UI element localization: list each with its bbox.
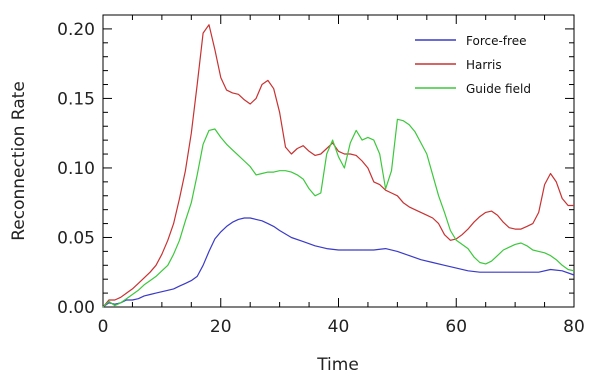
y-tick-label: 0.05 [57, 228, 95, 248]
series-line-guide-field [102, 118, 575, 308]
x-tick-label: 60 [445, 317, 467, 337]
y-tick-label: 0.10 [57, 159, 95, 179]
legend-label-guide-field: Guide field [466, 82, 531, 96]
y-axis-label: Reconnection Rate [9, 81, 29, 241]
legend-label-harris: Harris [466, 58, 502, 72]
legend: Force-free Harris Guide field [415, 34, 531, 96]
x-tick-label: 80 [563, 317, 585, 337]
x-tick-label: 0 [98, 317, 109, 337]
series-line-harris [102, 24, 574, 308]
series-lines [102, 24, 575, 308]
series-line-force-free [102, 217, 575, 308]
legend-label-force-free: Force-free [466, 34, 526, 48]
x-axis-label: Time [316, 355, 359, 375]
y-tick-label: 0.00 [57, 298, 95, 318]
plot-frame [102, 14, 575, 308]
axis-ticks: 0 20 40 60 80 0.00 0.05 0.10 0.15 0.20 [57, 15, 585, 337]
x-tick-label: 20 [210, 317, 232, 337]
y-tick-label: 0.15 [57, 89, 95, 109]
y-tick-label: 0.20 [57, 20, 95, 40]
x-tick-label: 40 [328, 317, 350, 337]
